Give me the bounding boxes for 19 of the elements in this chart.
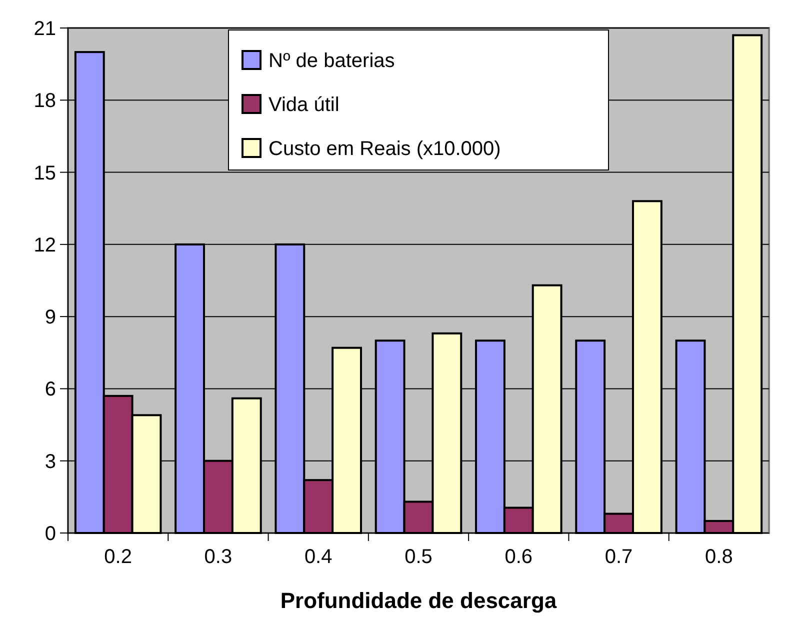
y-tick-label: 3 — [44, 450, 56, 473]
legend-label: Vida útil — [268, 94, 340, 116]
x-tick-label: 0.3 — [204, 546, 232, 568]
y-tick-label: 6 — [44, 378, 56, 401]
x-tick-label: 0.6 — [504, 546, 533, 568]
x-tick-label: 0.2 — [104, 546, 132, 568]
y-tick-label: 15 — [34, 162, 56, 184]
legend-label: Custo em Reais (x10.000) — [268, 138, 501, 160]
x-axis-title: Profundidade de descarga — [280, 588, 558, 613]
x-tick-label: 0.7 — [604, 546, 633, 568]
y-tick-label: 18 — [34, 90, 56, 112]
y-tick-label: 0 — [44, 523, 56, 545]
x-tick-label: 0.5 — [404, 546, 432, 568]
x-tick-label: 0.4 — [304, 546, 332, 568]
y-tick-label: 9 — [44, 306, 56, 329]
y-tick-label: 21 — [34, 18, 56, 40]
legend-label: Nº de baterias — [268, 50, 395, 72]
x-tick-label: 0.8 — [705, 546, 733, 568]
y-tick-label: 12 — [34, 234, 56, 256]
